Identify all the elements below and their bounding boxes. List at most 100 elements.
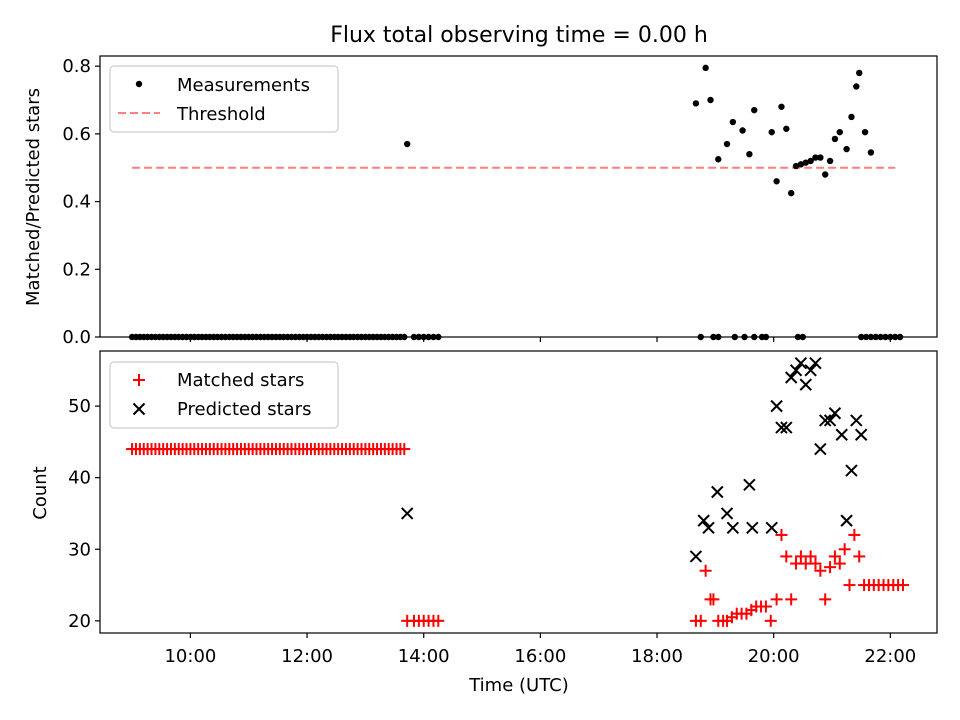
top-y-tick-label: 0.2 (62, 259, 91, 280)
bottom-legend: Matched stars Predicted stars (109, 361, 339, 429)
matched-star-point (843, 579, 856, 592)
measurement-point (812, 154, 819, 161)
top-y-tick-label: 0.8 (62, 56, 91, 77)
top-axes-frame (99, 55, 938, 338)
predicted-star-point (789, 364, 803, 377)
matched-star-point (824, 561, 837, 574)
predicted-star-point (765, 521, 778, 534)
predicted-star-point (770, 399, 783, 413)
predicted-star-point (850, 414, 863, 427)
matched-star-point (785, 593, 798, 606)
measurement-point (783, 125, 790, 132)
predicted-star-point (400, 507, 414, 520)
bottom-y-tick-label: 20 (68, 611, 91, 632)
measurement-point (848, 113, 855, 121)
predicted-star-point (835, 428, 848, 441)
matched-star-point (809, 557, 822, 570)
top-y-tick-label: 0.4 (62, 192, 91, 213)
measurement-point (807, 157, 814, 165)
legend-matched-marker (133, 374, 145, 386)
measurement-point (773, 178, 780, 185)
predicted-star-point (780, 421, 793, 434)
predicted-star-point (697, 514, 710, 527)
matched-star-point (853, 550, 866, 563)
legend-measurements-label: Measurements (177, 75, 310, 96)
measurement-point (751, 106, 758, 114)
measurement-point (729, 118, 737, 126)
chart-title: Flux total observing time = 0.00 h (330, 23, 708, 48)
measurement-point (843, 145, 850, 153)
legend-threshold-label: Threshold (176, 104, 266, 125)
predicted-star-point (743, 478, 756, 492)
measurement-point (856, 69, 863, 77)
counts-layer (126, 356, 909, 627)
legend-matched-label: Matched stars (177, 370, 304, 391)
predicted-star-point (845, 464, 858, 477)
x-tick-label: 12:00 (281, 646, 333, 667)
bottom-y-axis-label: Count (30, 466, 51, 519)
bottom-y-tick-label: 30 (68, 539, 91, 560)
top-panel: 0.00.20.40.60.8 Matched/Predicted stars … (23, 55, 938, 348)
matched-star-point (775, 528, 788, 541)
matched-star-point (814, 564, 827, 577)
bottom-legend-box (109, 361, 339, 429)
x-tick-label: 10:00 (164, 646, 216, 667)
matched-star-point (804, 550, 817, 563)
x-tick-label: 14:00 (398, 646, 450, 667)
measurement-point (768, 128, 775, 136)
predicted-star-point (823, 414, 837, 427)
top-y-axis-label: Matched/Predicted stars (23, 88, 44, 306)
legend-predicted-marker (132, 402, 146, 416)
bottom-y-tick-label: 50 (68, 396, 91, 417)
matched-star-point (819, 593, 832, 606)
matched-star-point (896, 579, 909, 592)
top-legend: Measurements Threshold (109, 65, 339, 133)
matched-star-point (694, 614, 707, 627)
matched-star-point (707, 593, 720, 606)
measurement-point (797, 161, 805, 168)
matched-star-point (770, 593, 783, 606)
bottom-x-axis: 10:00 12:00 14:00 16:00 18:00 20:00 22:00 (164, 633, 916, 667)
matched-star-point (759, 600, 772, 613)
matched-star-point (833, 557, 846, 570)
top-x-axis-ticks (189, 337, 891, 342)
matched-star-point (848, 528, 861, 541)
bottom-axes-frame (99, 350, 938, 634)
predicted-star-point (814, 442, 827, 456)
measurement-point (826, 157, 834, 165)
measurement-point (792, 162, 800, 170)
measurement-point (831, 135, 839, 143)
matched-star-point (780, 550, 793, 563)
legend-predicted-label: Predicted stars (177, 399, 311, 420)
predicted-star-point (794, 356, 808, 370)
measurement-point (787, 189, 795, 197)
measurement-point (715, 156, 722, 163)
predicted-star-point (804, 364, 817, 377)
measurement-point (746, 150, 753, 158)
top-y-axis: 0.0 0.2 0.4 0.6 0.8 (62, 56, 100, 348)
predicted-star-point (809, 356, 822, 370)
predicted-star-point (854, 428, 868, 441)
measurement-point (822, 171, 829, 178)
x-tick-label: 20:00 (748, 646, 800, 667)
measurement-point (836, 128, 843, 136)
predicted-star-point (711, 485, 724, 499)
measurement-point (403, 140, 411, 148)
legend-measurements-marker (135, 80, 143, 88)
measurement-point (853, 83, 860, 90)
predicted-star-point (799, 378, 812, 391)
predicted-star-point (746, 521, 759, 534)
x-tick-label: 16:00 (514, 646, 566, 667)
predicted-star-point (775, 421, 788, 434)
predicted-star-point (818, 414, 832, 427)
predicted-star-point (702, 521, 715, 534)
top-legend-box (109, 65, 339, 133)
x-tick-label: 18:00 (631, 646, 683, 667)
measurement-point (778, 103, 785, 110)
matched-star-point (764, 614, 777, 627)
matched-star-point (828, 550, 841, 563)
predicted-star-point (784, 371, 798, 384)
measurement-point (817, 154, 824, 161)
measurement-point (861, 128, 869, 136)
